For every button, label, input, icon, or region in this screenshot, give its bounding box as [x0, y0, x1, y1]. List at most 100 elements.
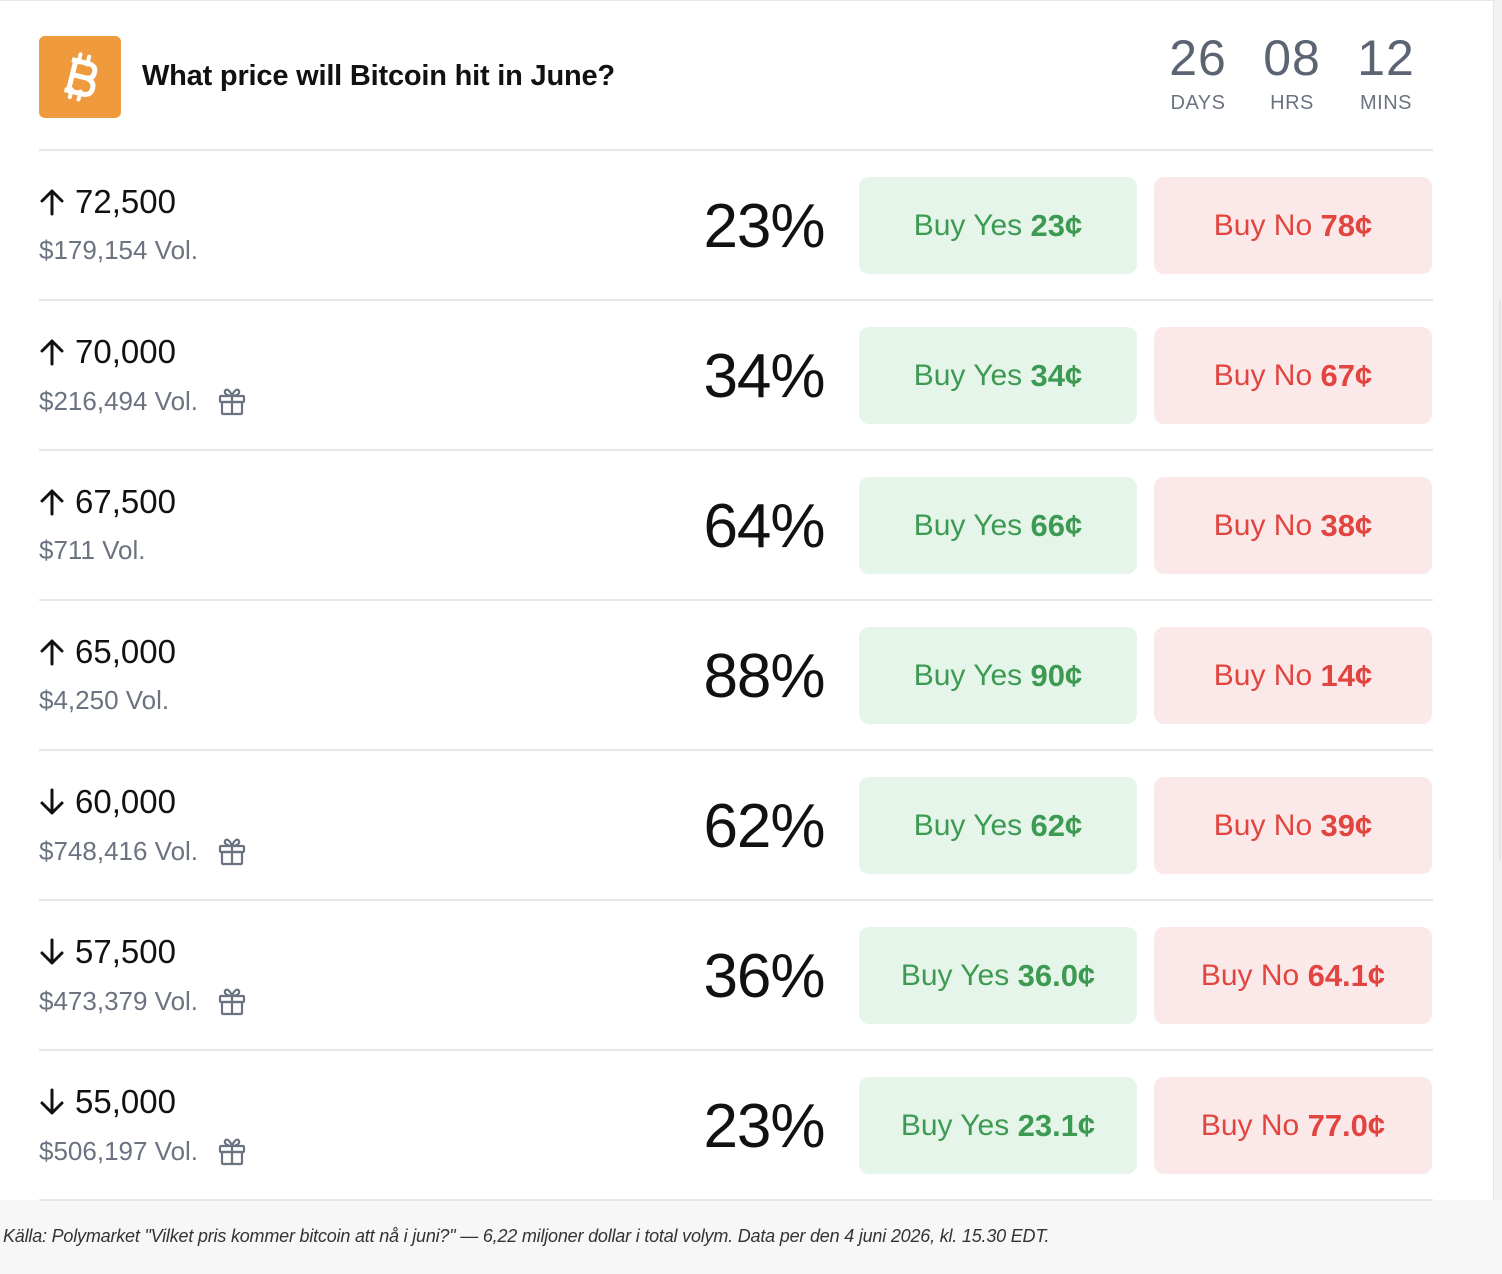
buy-no-label: Buy No: [1200, 958, 1300, 992]
buy-no-price: 67¢: [1320, 357, 1373, 393]
strike-price-value: 70,000: [75, 333, 176, 370]
market-row: 70,000 $216,494 Vol. 34% Buy Yes 34¢ Buy…: [39, 301, 1433, 451]
strike-price-value: 67,500: [75, 483, 176, 520]
bitcoin-icon: [63, 52, 98, 102]
strike-price: 65,000: [39, 633, 176, 671]
buy-no-price: 14¢: [1320, 657, 1373, 693]
chance-percent: 23%: [703, 1092, 825, 1161]
buy-yes-label: Buy Yes: [913, 658, 1023, 692]
arrow-down-icon: [40, 1088, 64, 1115]
market-row: 72,500 $179,154 Vol. 23% Buy Yes 23¢ Buy…: [39, 151, 1433, 301]
buy-no-label: Buy No: [1213, 658, 1313, 692]
scrollbar-track[interactable]: [1494, 0, 1502, 1200]
strike-price-value: 72,500: [75, 183, 176, 220]
buy-no-button[interactable]: Buy No 77.0¢: [1154, 1077, 1432, 1174]
arrow-up-icon: [40, 639, 64, 666]
buy-yes-label: Buy Yes: [913, 208, 1023, 242]
buy-no-button[interactable]: Buy No 64.1¢: [1154, 927, 1432, 1024]
timer-minutes-value: 12: [1357, 30, 1415, 86]
volume-text: $711 Vol.: [39, 535, 146, 565]
strike-price: 67,500: [39, 483, 176, 521]
strike-price: 72,500: [39, 183, 176, 221]
buy-no-price: 64.1¢: [1307, 957, 1386, 993]
buy-no-button[interactable]: Buy No 78¢: [1154, 177, 1432, 274]
gift-icon[interactable]: [216, 985, 248, 1017]
buy-no-label: Buy No: [1213, 508, 1313, 542]
volume-text: $473,379 Vol.: [39, 985, 199, 1016]
arrow-up-icon: [40, 189, 64, 216]
volume: $711 Vol.: [39, 535, 146, 566]
buy-no-button[interactable]: Buy No 38¢: [1154, 477, 1432, 574]
buy-no-label: Buy No: [1213, 208, 1313, 242]
strike-price-value: 57,500: [75, 933, 176, 970]
timer-days: 26 DAYS: [1151, 30, 1245, 115]
volume: $506,197 Vol.: [39, 1135, 248, 1167]
buy-no-button[interactable]: Buy No 39¢: [1154, 777, 1432, 874]
strike-price: 60,000: [39, 783, 176, 821]
strike-price-value: 60,000: [75, 783, 176, 820]
bitcoin-logo: [39, 36, 121, 118]
market-row: 55,000 $506,197 Vol. 23% Buy Yes 23.1¢ B…: [39, 1051, 1433, 1201]
buy-no-price: 38¢: [1320, 507, 1373, 543]
chance-percent: 62%: [703, 792, 825, 861]
buy-no-price: 77.0¢: [1307, 1107, 1386, 1143]
gift-icon[interactable]: [216, 385, 248, 417]
buy-yes-price: 34¢: [1030, 357, 1083, 393]
buy-yes-price: 62¢: [1030, 807, 1083, 843]
buy-no-button[interactable]: Buy No 14¢: [1154, 627, 1432, 724]
market-card: What price will Bitcoin hit in June? 26 …: [0, 0, 1494, 1201]
market-rows: 72,500 $179,154 Vol. 23% Buy Yes 23¢ Buy…: [39, 149, 1433, 1201]
buy-yes-label: Buy Yes: [913, 508, 1023, 542]
market-header: What price will Bitcoin hit in June? 26 …: [39, 30, 1433, 118]
strike-price: 55,000: [39, 1083, 176, 1121]
buy-yes-button[interactable]: Buy Yes 23.1¢: [859, 1077, 1137, 1174]
volume: $748,416 Vol.: [39, 835, 248, 867]
arrow-up-icon: [40, 489, 64, 516]
chance-percent: 34%: [703, 342, 825, 411]
volume: $216,494 Vol.: [39, 385, 248, 417]
volume-text: $179,154 Vol.: [39, 235, 199, 265]
arrow-up-icon: [40, 339, 64, 366]
buy-yes-button[interactable]: Buy Yes 36.0¢: [859, 927, 1137, 1024]
buy-yes-label: Buy Yes: [913, 358, 1023, 392]
buy-yes-button[interactable]: Buy Yes 34¢: [859, 327, 1137, 424]
volume-text: $748,416 Vol.: [39, 835, 199, 866]
volume: $179,154 Vol.: [39, 235, 198, 266]
timer-minutes: 12 MINS: [1339, 30, 1433, 115]
gift-icon[interactable]: [216, 835, 248, 867]
gift-icon[interactable]: [216, 1135, 248, 1167]
market-row: 60,000 $748,416 Vol. 62% Buy Yes 62¢ Buy…: [39, 751, 1433, 901]
buy-no-label: Buy No: [1200, 1108, 1300, 1142]
countdown-timer: 26 DAYS 08 HRS 12 MINS: [1151, 30, 1433, 115]
buy-yes-price: 36.0¢: [1017, 957, 1096, 993]
timer-hours-label: HRS: [1270, 92, 1314, 114]
timer-days-label: DAYS: [1170, 92, 1226, 114]
market-row: 65,000 $4,250 Vol. 88% Buy Yes 90¢ Buy N…: [39, 601, 1433, 751]
timer-hours-value: 08: [1263, 30, 1321, 86]
buy-yes-button[interactable]: Buy Yes 66¢: [859, 477, 1137, 574]
buy-yes-button[interactable]: Buy Yes 23¢: [859, 177, 1137, 274]
buy-yes-price: 23¢: [1030, 207, 1083, 243]
buy-no-price: 78¢: [1320, 207, 1373, 243]
chance-percent: 36%: [703, 942, 825, 1011]
buy-yes-label: Buy Yes: [913, 808, 1023, 842]
buy-yes-price: 23.1¢: [1017, 1107, 1096, 1143]
buy-no-label: Buy No: [1213, 358, 1313, 392]
timer-minutes-label: MINS: [1360, 92, 1412, 114]
buy-yes-button[interactable]: Buy Yes 90¢: [859, 627, 1137, 724]
buy-no-button[interactable]: Buy No 67¢: [1154, 327, 1432, 424]
strike-price: 70,000: [39, 333, 176, 371]
buy-yes-button[interactable]: Buy Yes 62¢: [859, 777, 1137, 874]
buy-yes-price: 66¢: [1030, 507, 1083, 543]
strike-price: 57,500: [39, 933, 176, 971]
buy-yes-label: Buy Yes: [900, 958, 1010, 992]
volume-text: $4,250 Vol.: [39, 685, 170, 715]
page-title: What price will Bitcoin hit in June?: [142, 60, 615, 92]
buy-yes-price: 90¢: [1030, 657, 1083, 693]
arrow-down-icon: [40, 788, 64, 815]
timer-hours: 08 HRS: [1245, 30, 1339, 115]
timer-days-value: 26: [1169, 30, 1227, 86]
volume: $4,250 Vol.: [39, 685, 169, 716]
volume-text: $506,197 Vol.: [39, 1135, 199, 1166]
buy-no-label: Buy No: [1213, 808, 1313, 842]
